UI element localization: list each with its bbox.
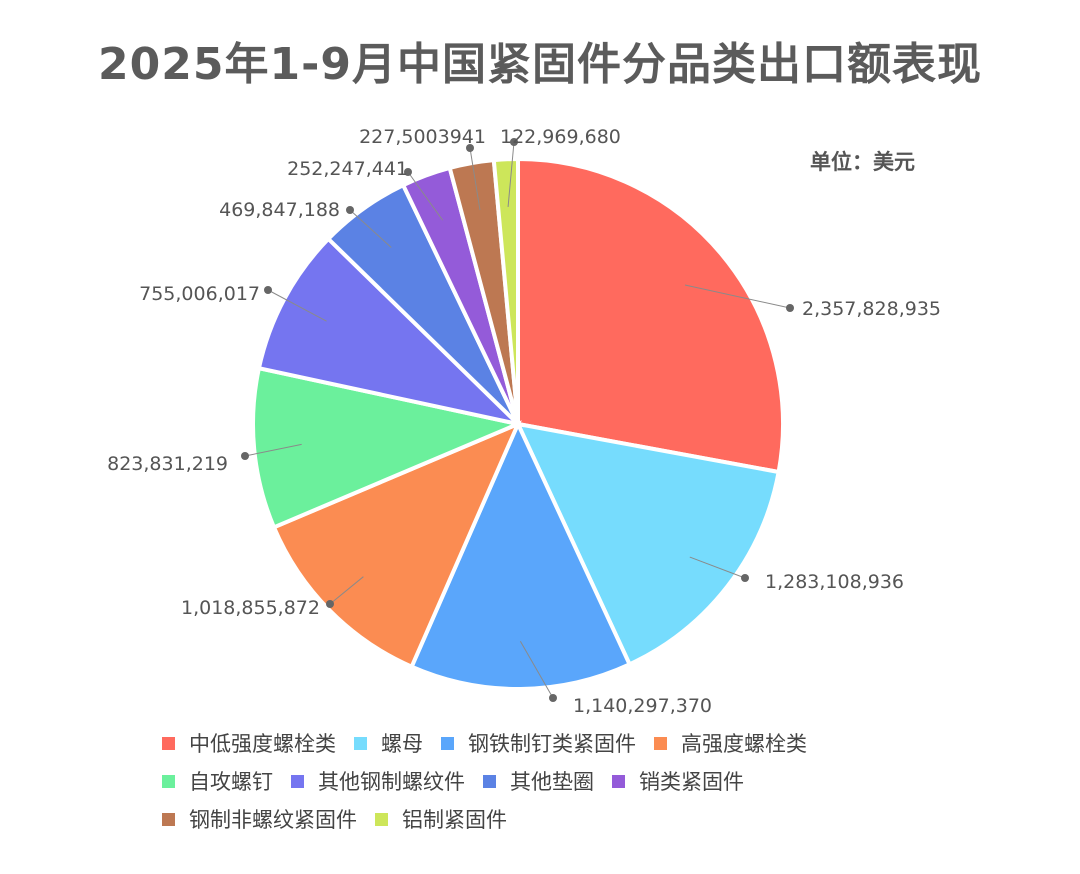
pie-slice <box>514 421 781 668</box>
legend-item[interactable]: 销类紧固件 <box>612 766 744 796</box>
legend-swatch <box>483 774 496 788</box>
legend-row: 自攻螺钉 其他钢制螺纹件 其他垫圈 销类紧固件 <box>162 762 922 800</box>
legend-swatch <box>162 774 175 788</box>
leader-line <box>329 576 364 605</box>
data-label: 1,018,855,872 <box>181 597 320 619</box>
legend-item[interactable]: 自攻螺钉 <box>162 766 273 796</box>
leader-dot <box>741 574 749 582</box>
data-label: 227,5003941 <box>359 126 486 148</box>
legend-item[interactable]: 螺母 <box>354 728 423 758</box>
data-label: 469,847,188 <box>219 199 340 221</box>
leader-dot <box>549 694 557 702</box>
legend-item[interactable]: 其他钢制螺纹件 <box>291 766 465 796</box>
pie-slice <box>516 156 785 475</box>
legend-label: 钢铁制钉类紧固件 <box>468 732 636 756</box>
legend-label: 铝制紧固件 <box>402 808 507 832</box>
legend-item[interactable]: 高强度螺栓类 <box>654 728 807 758</box>
legend-label: 销类紧固件 <box>639 770 744 794</box>
data-label: 252,247,441 <box>287 158 408 180</box>
legend-swatch <box>162 736 175 750</box>
legend-swatch <box>375 812 388 826</box>
legend-label: 其他垫圈 <box>510 770 594 794</box>
legend-swatch <box>441 736 454 750</box>
leader-dot <box>510 138 518 146</box>
legend-label: 中低强度螺栓类 <box>189 732 336 756</box>
leader-line <box>244 443 302 457</box>
leader-dot <box>466 144 474 152</box>
leader-line <box>267 289 327 322</box>
legend-swatch <box>291 774 304 788</box>
leader-line <box>689 556 746 579</box>
data-label: 122,969,680 <box>500 126 621 148</box>
legend-label: 螺母 <box>381 732 423 756</box>
legend-item[interactable]: 钢铁制钉类紧固件 <box>441 728 636 758</box>
legend-swatch <box>162 812 175 826</box>
legend-label: 其他钢制螺纹件 <box>318 770 465 794</box>
leader-line <box>469 147 481 211</box>
leader-dot <box>346 206 354 214</box>
leader-line <box>507 141 515 207</box>
data-label: 755,006,017 <box>139 283 260 305</box>
legend-item[interactable]: 钢制非螺纹紧固件 <box>162 804 357 834</box>
data-label: 823,831,219 <box>107 453 228 475</box>
pie-slice <box>491 156 520 425</box>
leader-line <box>519 641 554 699</box>
leader-dot <box>404 168 412 176</box>
legend-item[interactable]: 其他垫圈 <box>483 766 594 796</box>
legend: 中低强度螺栓类 螺母 钢铁制钉类紧固件 高强度螺栓类自攻螺钉 其他钢制螺纹件 其他垫圈 销类… <box>162 724 922 838</box>
pie-slice <box>251 365 525 530</box>
legend-item[interactable]: 铝制紧固件 <box>375 804 507 834</box>
legend-row: 中低强度螺栓类 螺母 钢铁制钉类紧固件 高强度螺栓类 <box>162 724 922 762</box>
leader-dot <box>786 304 794 312</box>
leader-dot <box>326 600 334 608</box>
leader-line <box>407 171 444 221</box>
legend-swatch <box>354 736 367 750</box>
legend-swatch <box>654 736 667 750</box>
legend-label: 自攻螺钉 <box>189 770 273 794</box>
chart-title: 2025年1-9月中国紧固件分品类出口额表现 <box>98 39 982 90</box>
pie-slice <box>409 419 633 691</box>
data-label: 1,283,108,936 <box>765 571 904 593</box>
leader-dot <box>241 452 249 460</box>
leader-line <box>349 209 392 248</box>
data-label: 1,140,297,370 <box>573 695 712 717</box>
legend-row: 钢制非螺纹紧固件 铝制紧固件 <box>162 800 922 838</box>
legend-item[interactable]: 中低强度螺栓类 <box>162 728 336 758</box>
pie-slice <box>271 420 522 670</box>
leader-line <box>684 284 791 309</box>
data-label: 2,357,828,935 <box>802 298 941 320</box>
unit-label: 单位：美元 <box>810 150 915 174</box>
leader-dot <box>264 286 272 294</box>
legend-swatch <box>612 774 625 788</box>
legend-label: 钢制非螺纹紧固件 <box>189 808 357 832</box>
legend-label: 高强度螺栓类 <box>681 732 807 756</box>
